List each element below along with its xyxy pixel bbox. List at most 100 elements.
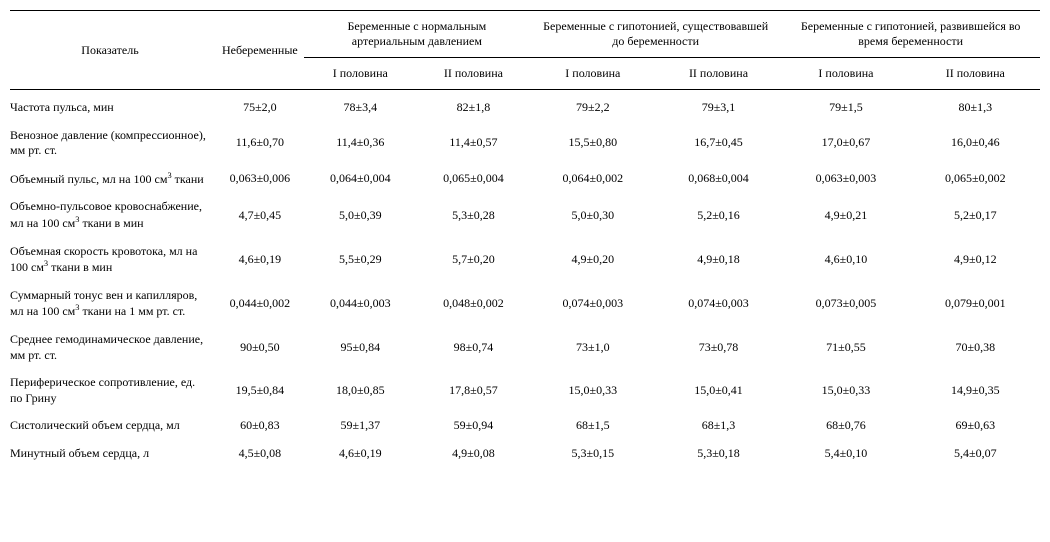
- header-group-3: Беременные с гипотонией, развившейся во …: [781, 11, 1040, 58]
- cell-value: 59±1,37: [304, 412, 417, 440]
- cell-value: 79±2,2: [530, 90, 656, 122]
- cell-value: 5,4±0,07: [911, 440, 1040, 468]
- cell-value: 5,0±0,30: [530, 193, 656, 237]
- cell-value: 4,5±0,08: [216, 440, 304, 468]
- row-label: Периферическое сопротив­ление, ед. по Гр…: [10, 369, 216, 412]
- table-row: Минутный объем сердца, л4,5±0,084,6±0,19…: [10, 440, 1040, 468]
- cell-value: 0,065±0,002: [911, 165, 1040, 194]
- row-label: Среднее гемодинамическое давление, мм рт…: [10, 326, 216, 369]
- cell-value: 4,6±0,19: [304, 440, 417, 468]
- table-body: Частота пульса, мин75±2,078±3,482±1,879±…: [10, 90, 1040, 468]
- table-row: Объемный пульс, мл на 100 см3 ткани0,063…: [10, 165, 1040, 194]
- cell-value: 14,9±0,35: [911, 369, 1040, 412]
- table-row: Периферическое сопротив­ление, ед. по Гр…: [10, 369, 1040, 412]
- cell-value: 5,2±0,16: [656, 193, 782, 237]
- header-sub-2-1: II половина: [656, 58, 782, 90]
- cell-value: 90±0,50: [216, 326, 304, 369]
- header-group-2: Беременные с гипотонией, существо­вавшей…: [530, 11, 781, 58]
- cell-value: 98±0,74: [417, 326, 530, 369]
- cell-value: 17,0±0,67: [781, 122, 910, 165]
- cell-value: 5,2±0,17: [911, 193, 1040, 237]
- cell-value: 68±1,3: [656, 412, 782, 440]
- header-sub-3-1: II половина: [911, 58, 1040, 90]
- cell-value: 0,048±0,002: [417, 282, 530, 326]
- table-row: Объемная скорость кро­вотока, мл на 100 …: [10, 238, 1040, 282]
- cell-value: 78±3,4: [304, 90, 417, 122]
- table-row: Суммарный тонус вен и ка­пилляров, мл на…: [10, 282, 1040, 326]
- header-indicator: Показатель: [10, 11, 216, 90]
- table-row: Систолический объем серд­ца, мл60±0,8359…: [10, 412, 1040, 440]
- cell-value: 18,0±0,85: [304, 369, 417, 412]
- cell-value: 4,7±0,45: [216, 193, 304, 237]
- cell-value: 0,063±0,006: [216, 165, 304, 194]
- cell-value: 15,5±0,80: [530, 122, 656, 165]
- cell-value: 5,4±0,10: [781, 440, 910, 468]
- cell-value: 0,064±0,004: [304, 165, 417, 194]
- cell-value: 5,5±0,29: [304, 238, 417, 282]
- table-row: Венозное давление (ком­прессионное), мм …: [10, 122, 1040, 165]
- cell-value: 95±0,84: [304, 326, 417, 369]
- row-label: Минутный объем сердца, л: [10, 440, 216, 468]
- cell-value: 19,5±0,84: [216, 369, 304, 412]
- cell-value: 4,9±0,18: [656, 238, 782, 282]
- cell-value: 75±2,0: [216, 90, 304, 122]
- cell-value: 0,044±0,003: [304, 282, 417, 326]
- header-sub-2-0: I половина: [530, 58, 656, 90]
- cell-value: 4,9±0,20: [530, 238, 656, 282]
- cell-value: 15,0±0,33: [530, 369, 656, 412]
- cell-value: 11,4±0,57: [417, 122, 530, 165]
- table-row: Частота пульса, мин75±2,078±3,482±1,879±…: [10, 90, 1040, 122]
- cell-value: 0,065±0,004: [417, 165, 530, 194]
- cell-value: 0,063±0,003: [781, 165, 910, 194]
- header-group-0: Небеременные: [216, 11, 304, 90]
- row-label: Частота пульса, мин: [10, 90, 216, 122]
- cell-value: 0,074±0,003: [530, 282, 656, 326]
- row-label: Объемная скорость кро­вотока, мл на 100 …: [10, 238, 216, 282]
- row-label: Суммарный тонус вен и ка­пилляров, мл на…: [10, 282, 216, 326]
- cell-value: 0,068±0,004: [656, 165, 782, 194]
- cell-value: 4,9±0,21: [781, 193, 910, 237]
- table-row: Среднее гемодинамическое давление, мм рт…: [10, 326, 1040, 369]
- cell-value: 0,073±0,005: [781, 282, 910, 326]
- cell-value: 80±1,3: [911, 90, 1040, 122]
- row-label: Венозное давление (ком­прессионное), мм …: [10, 122, 216, 165]
- cell-value: 5,3±0,18: [656, 440, 782, 468]
- cell-value: 59±0,94: [417, 412, 530, 440]
- cell-value: 68±0,76: [781, 412, 910, 440]
- cell-value: 4,6±0,10: [781, 238, 910, 282]
- table-row: Объемно-пульсовое крово­снабжение, мл на…: [10, 193, 1040, 237]
- cell-value: 5,0±0,39: [304, 193, 417, 237]
- cell-value: 0,064±0,002: [530, 165, 656, 194]
- cell-value: 11,6±0,70: [216, 122, 304, 165]
- cell-value: 0,074±0,003: [656, 282, 782, 326]
- cell-value: 73±0,78: [656, 326, 782, 369]
- cell-value: 5,3±0,28: [417, 193, 530, 237]
- cell-value: 79±3,1: [656, 90, 782, 122]
- cell-value: 71±0,55: [781, 326, 910, 369]
- cell-value: 4,9±0,08: [417, 440, 530, 468]
- cell-value: 73±1,0: [530, 326, 656, 369]
- header-sub-1-0: I половина: [304, 58, 417, 90]
- header-sub-1-1: II половина: [417, 58, 530, 90]
- cell-value: 15,0±0,41: [656, 369, 782, 412]
- cell-value: 11,4±0,36: [304, 122, 417, 165]
- cell-value: 5,7±0,20: [417, 238, 530, 282]
- cell-value: 0,044±0,002: [216, 282, 304, 326]
- cell-value: 16,0±0,46: [911, 122, 1040, 165]
- cell-value: 16,7±0,45: [656, 122, 782, 165]
- cell-value: 4,6±0,19: [216, 238, 304, 282]
- header-sub-3-0: I половина: [781, 58, 910, 90]
- cell-value: 17,8±0,57: [417, 369, 530, 412]
- cell-value: 15,0±0,33: [781, 369, 910, 412]
- header-row-1: Показатель Небеременные Беременные с нор…: [10, 11, 1040, 58]
- cell-value: 70±0,38: [911, 326, 1040, 369]
- cell-value: 68±1,5: [530, 412, 656, 440]
- cell-value: 82±1,8: [417, 90, 530, 122]
- row-label: Объемный пульс, мл на 100 см3 ткани: [10, 165, 216, 194]
- data-table: Показатель Небеременные Беременные с нор…: [10, 10, 1040, 468]
- cell-value: 79±1,5: [781, 90, 910, 122]
- cell-value: 60±0,83: [216, 412, 304, 440]
- row-label: Объемно-пульсовое крово­снабжение, мл на…: [10, 193, 216, 237]
- cell-value: 5,3±0,15: [530, 440, 656, 468]
- cell-value: 4,9±0,12: [911, 238, 1040, 282]
